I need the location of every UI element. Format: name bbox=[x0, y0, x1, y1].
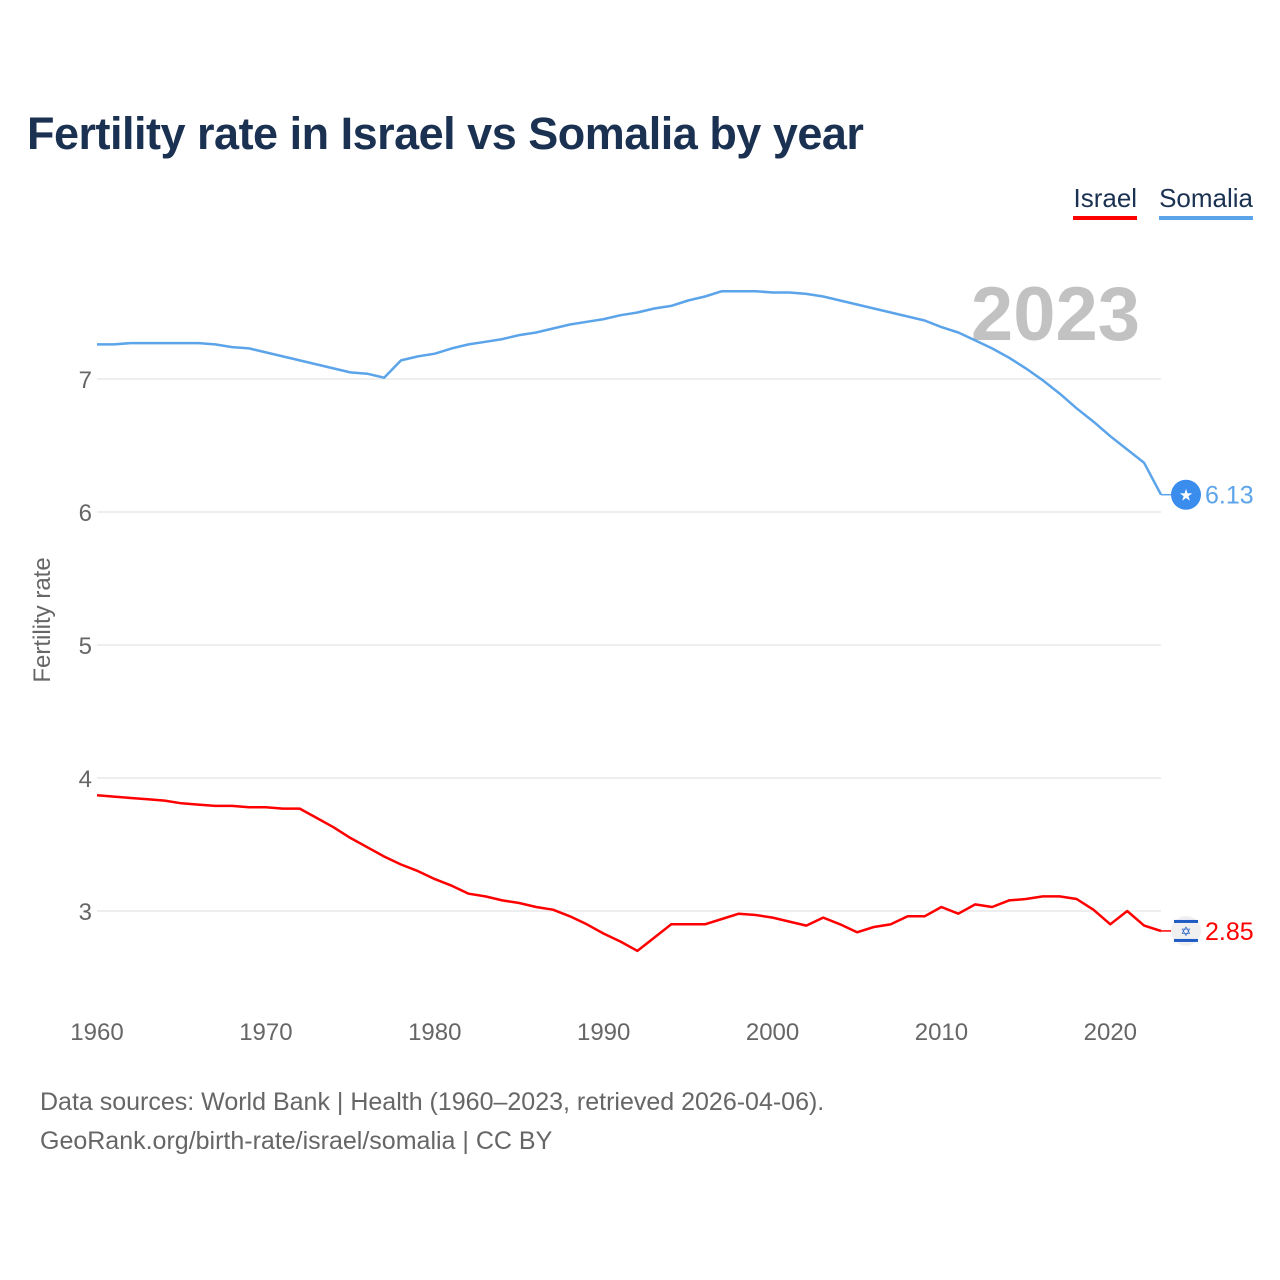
footer-source: Data sources: World Bank | Health (1960–… bbox=[40, 1088, 825, 1116]
series-line-israel bbox=[96, 794, 1162, 953]
star-of-david-icon: ✡ bbox=[1181, 924, 1192, 939]
y-tick-label: 6 bbox=[79, 500, 92, 527]
legend-item-somalia[interactable]: Somalia bbox=[1159, 183, 1253, 220]
x-tick-label: 2000 bbox=[746, 1019, 799, 1046]
x-tick-label: 2010 bbox=[915, 1019, 968, 1046]
y-tick-label: 5 bbox=[79, 633, 92, 660]
legend: Israel Somalia bbox=[1073, 183, 1253, 220]
y-tick-label: 4 bbox=[79, 766, 92, 793]
flag-stripe bbox=[1174, 919, 1198, 923]
x-tick-label: 1970 bbox=[239, 1019, 292, 1046]
x-tick-label: 2020 bbox=[1084, 1019, 1137, 1046]
y-tick-label: 3 bbox=[79, 899, 92, 926]
somalia-flag-icon bbox=[1171, 479, 1201, 510]
y-tick-label: 7 bbox=[79, 367, 92, 394]
chart-title: Fertility rate in Israel vs Somalia by y… bbox=[27, 108, 864, 159]
end-value-label: 2.85 bbox=[1205, 918, 1254, 946]
x-tick-label: 1980 bbox=[408, 1019, 461, 1046]
x-tick-label: 1960 bbox=[70, 1019, 123, 1046]
israel-flag-icon bbox=[1171, 915, 1201, 946]
y-axis-label: Fertility rate bbox=[29, 557, 56, 682]
x-tick-label: 1990 bbox=[577, 1019, 630, 1046]
year-watermark: 2023 bbox=[971, 272, 1140, 357]
end-value-label: 6.13 bbox=[1205, 482, 1254, 510]
legend-item-israel[interactable]: Israel bbox=[1073, 183, 1138, 220]
series-line-somalia bbox=[97, 289, 1163, 496]
flag-stripe bbox=[1174, 938, 1198, 942]
footer-credit: GeoRank.org/birth-rate/israel/somalia | … bbox=[40, 1127, 553, 1155]
star-icon: ★ bbox=[1179, 488, 1193, 505]
